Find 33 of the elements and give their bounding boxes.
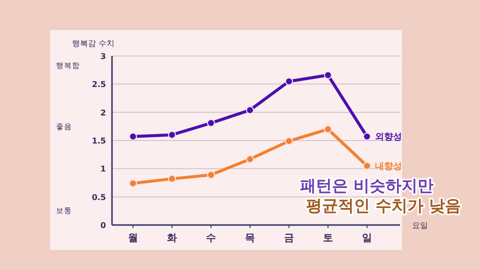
x-tick-label: 금 xyxy=(284,233,294,244)
x-tick-label: 월 xyxy=(128,233,138,244)
point xyxy=(363,132,371,141)
point xyxy=(246,106,254,114)
point xyxy=(324,125,332,134)
point xyxy=(168,130,176,139)
y-tick-label: 0 xyxy=(100,221,106,230)
point xyxy=(168,174,176,183)
point xyxy=(207,119,215,128)
point xyxy=(246,155,254,164)
y-tick-label: 2 xyxy=(100,108,106,118)
y-axis-title: 행복감 수치 xyxy=(72,39,115,48)
x-tick-label: 토 xyxy=(323,233,333,244)
x-tick-label: 목 xyxy=(245,233,255,244)
point xyxy=(285,137,293,146)
point xyxy=(129,179,137,188)
series-label: 내향성 xyxy=(375,162,402,172)
series-label: 외향성 xyxy=(375,132,402,143)
point xyxy=(207,170,215,179)
x-tick-label: 수 xyxy=(206,233,216,244)
x-tick-label: 일 xyxy=(362,233,372,244)
y-tick-label: 3 xyxy=(100,52,106,61)
x-tick-label: 화 xyxy=(167,233,177,244)
y-tick-label: 1.5 xyxy=(92,136,106,146)
point xyxy=(324,71,332,80)
point xyxy=(129,132,137,141)
y-tick-label: 1 xyxy=(100,164,106,174)
y-tick-label: 2.5 xyxy=(92,80,106,90)
x-axis-title: 요일 xyxy=(412,221,428,230)
point xyxy=(285,77,293,86)
y-tick-label: 0.5 xyxy=(92,192,106,202)
point xyxy=(363,162,371,170)
annotation: 패턴은 비슷하지만 평균적인 수치가 낮음 xyxy=(300,176,462,215)
